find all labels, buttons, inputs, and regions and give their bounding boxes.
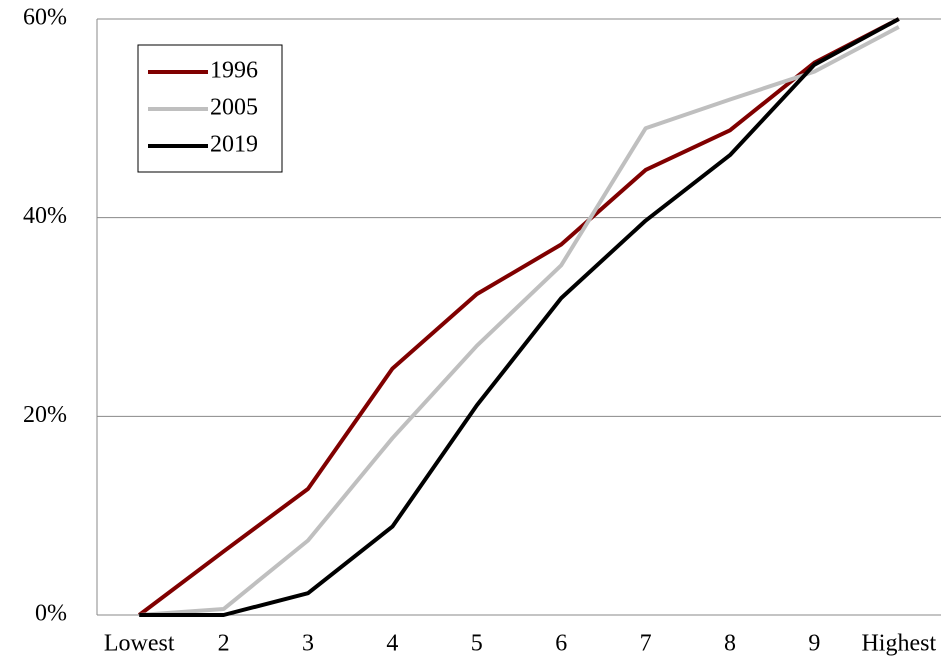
x-tick-label: 9 bbox=[808, 631, 820, 657]
x-tick-label: 3 bbox=[302, 631, 314, 657]
x-tick-label: 6 bbox=[555, 631, 567, 657]
x-tick-label: 7 bbox=[640, 631, 652, 657]
legend-label: 1996 bbox=[210, 58, 258, 84]
legend-label: 2005 bbox=[210, 95, 258, 121]
x-tick-label: 4 bbox=[386, 631, 398, 657]
x-tick-label: 2 bbox=[218, 631, 230, 657]
series-line bbox=[137, 17, 900, 617]
x-tick-label: 5 bbox=[471, 631, 483, 657]
y-tick-label: 40% bbox=[23, 203, 67, 229]
x-tick-label: Lowest bbox=[104, 631, 175, 657]
series-line bbox=[139, 25, 900, 617]
series-line bbox=[139, 17, 900, 617]
legend-label: 2019 bbox=[210, 132, 258, 158]
y-tick-label: 0% bbox=[35, 601, 67, 627]
y-tick-label: 60% bbox=[23, 5, 67, 31]
y-tick-label: 20% bbox=[23, 402, 67, 428]
x-tick-label: 8 bbox=[724, 631, 736, 657]
x-tick-label: Highest bbox=[861, 631, 936, 657]
